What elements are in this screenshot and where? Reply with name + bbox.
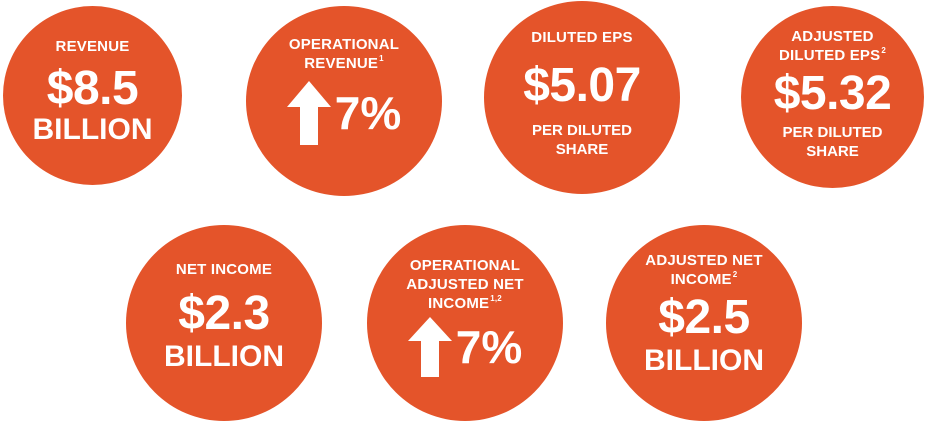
metric-label: DILUTED EPS <box>531 29 633 46</box>
metric-label-line: INCOME1,2 <box>406 294 523 313</box>
up-arrow-icon <box>407 316 452 377</box>
metric-label-line: REVENUE1 <box>289 54 399 73</box>
metric-unit: BILLION <box>32 113 153 146</box>
metric-label: OPERATIONAL ADJUSTED NET INCOME1,2 <box>406 256 523 313</box>
metric-sub: PER DILUTED SHARE <box>532 121 632 159</box>
metric-sub-line: PER DILUTED <box>531 122 632 139</box>
metric-net-income: NET INCOME $2.3 BILLION <box>126 225 322 421</box>
metric-label: NET INCOME <box>175 260 273 278</box>
metric-label-line: OPERATIONAL <box>288 36 400 53</box>
metric-value: 7% <box>334 87 402 139</box>
metric-value: $5.32 <box>773 67 892 120</box>
metric-value: $8.5 <box>46 62 139 115</box>
footnote-marker: 1,2 <box>490 293 502 303</box>
metric-label-line: ADJUSTED <box>791 28 874 45</box>
metric-value: $2.5 <box>658 291 750 344</box>
metric-label: REVENUE <box>55 38 130 55</box>
metric-label-text: INCOME <box>670 271 732 288</box>
metric-sub-line: SHARE <box>555 141 609 158</box>
metric-value: 7% <box>455 320 523 373</box>
metric-diluted-eps: DILUTED EPS $5.07 PER DILUTED SHARE <box>484 1 680 194</box>
metric-label-line: ADJUSTED NET <box>645 252 763 269</box>
metric-label-text: REVENUE <box>304 55 379 72</box>
metric-growth: 7% <box>407 316 523 377</box>
metric-label: ADJUSTED NET INCOME2 <box>645 251 762 289</box>
metric-unit: BILLION <box>164 339 284 373</box>
metric-operational-adjusted-net-income: OPERATIONAL ADJUSTED NET INCOME1,2 7% <box>367 225 563 421</box>
metric-value: $5.07 <box>523 59 641 112</box>
metric-label-line: INCOME2 <box>645 270 762 289</box>
metric-growth: 7% <box>286 81 402 145</box>
metric-unit: BILLION <box>644 344 764 377</box>
metric-sub-line: SHARE <box>806 143 859 160</box>
footnote-marker: 2 <box>881 46 887 55</box>
metric-label: OPERATIONAL REVENUE1 <box>289 35 399 73</box>
metric-sub: PER DILUTED SHARE <box>782 123 882 161</box>
metric-label: ADJUSTED DILUTED EPS2 <box>779 27 886 65</box>
metric-label-line: ADJUSTED NET <box>406 275 524 293</box>
metric-label-line: OPERATIONAL <box>409 256 521 274</box>
up-arrow-icon <box>286 81 331 145</box>
metric-operational-revenue: OPERATIONAL REVENUE1 7% <box>246 6 442 196</box>
footnote-marker: 2 <box>732 270 738 279</box>
metric-label-line: DILUTED EPS2 <box>779 46 886 65</box>
metric-label-text: DILUTED EPS <box>778 47 881 64</box>
metric-adjusted-diluted-eps: ADJUSTED DILUTED EPS2 $5.32 PER DILUTED … <box>741 6 924 188</box>
metric-label-text: INCOME <box>428 294 490 312</box>
metric-sub-line: PER DILUTED <box>782 124 883 141</box>
metric-revenue: REVENUE $8.5 BILLION <box>3 6 182 185</box>
metric-value: $2.3 <box>178 286 270 340</box>
metric-adjusted-net-income: ADJUSTED NET INCOME2 $2.5 BILLION <box>606 225 802 421</box>
footnote-marker: 1 <box>379 54 384 63</box>
